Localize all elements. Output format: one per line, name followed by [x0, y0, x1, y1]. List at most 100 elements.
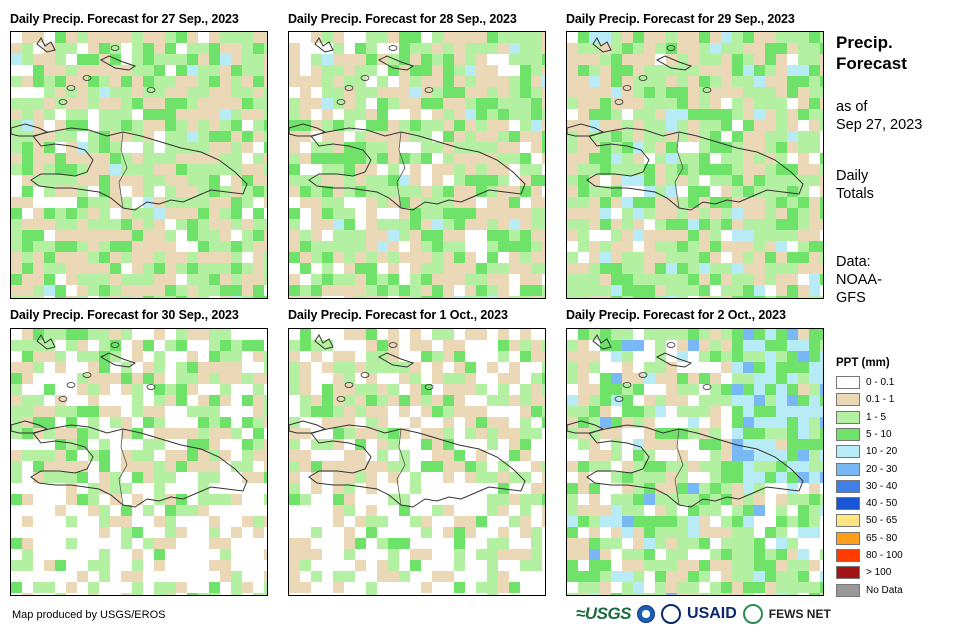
precip-cell: [264, 472, 267, 483]
precip-cell: [443, 384, 454, 395]
precip-cell: [322, 109, 333, 120]
precip-cell: [633, 384, 644, 395]
precip-cell: [231, 351, 242, 362]
precip-cell: [465, 439, 476, 450]
precip-cell: [666, 32, 677, 43]
precip-cell: [110, 32, 121, 43]
precip-cell: [589, 505, 600, 516]
islet-outline: [360, 75, 370, 81]
precip-cell: [344, 461, 355, 472]
precip-cell: [622, 593, 633, 595]
precip-cell: [165, 417, 176, 428]
legend-item: 5 - 10: [836, 427, 892, 442]
precip-cell: [776, 472, 787, 483]
precip-cell: [611, 417, 622, 428]
precip-cell: [33, 351, 44, 362]
precip-cell: [77, 131, 88, 142]
precip-cell: [110, 428, 121, 439]
precip-cell: [333, 494, 344, 505]
precip-cell: [688, 43, 699, 54]
precip-cell: [531, 142, 542, 153]
precip-cell: [77, 406, 88, 417]
precip-cell: [264, 428, 267, 439]
precip-cell: [322, 417, 333, 428]
precip-cell: [520, 384, 531, 395]
precip-cell: [366, 153, 377, 164]
precip-cell: [520, 296, 531, 298]
precip-cell: [509, 43, 520, 54]
precip-cell: [498, 406, 509, 417]
precip-cell: [399, 186, 410, 197]
precip-cell: [322, 439, 333, 450]
precip-cell: [143, 186, 154, 197]
precip-cell: [355, 461, 366, 472]
precip-cell: [578, 494, 589, 505]
precip-cell: [765, 32, 776, 43]
precip-cell: [688, 417, 699, 428]
precip-cell: [443, 87, 454, 98]
precip-cell: [55, 406, 66, 417]
precip-cell: [578, 560, 589, 571]
precip-cell: [655, 571, 666, 582]
precip-cell: [600, 571, 611, 582]
precip-cell: [454, 593, 465, 595]
precip-cell: [99, 98, 110, 109]
precip-cell: [99, 285, 110, 296]
precip-cell: [765, 395, 776, 406]
precip-cell: [622, 252, 633, 263]
precip-cell: [322, 340, 333, 351]
precip-cell: [465, 98, 476, 109]
precip-cell: [132, 142, 143, 153]
precip-cell: [487, 263, 498, 274]
precip-cell: [198, 87, 209, 98]
precip-cell: [688, 274, 699, 285]
precip-cell: [798, 516, 809, 527]
precip-cell: [66, 219, 77, 230]
precip-cell: [264, 406, 267, 417]
precip-cell: [644, 76, 655, 87]
precip-cell: [231, 186, 242, 197]
precip-cell: [798, 373, 809, 384]
precip-cell: [264, 373, 267, 384]
precip-cell: [655, 285, 666, 296]
precip-cell: [589, 252, 600, 263]
precip-cell: [209, 329, 220, 340]
precip-cell: [231, 296, 242, 298]
precip-cell: [633, 65, 644, 76]
precip-cell: [820, 76, 823, 87]
precip-cell: [809, 219, 820, 230]
precip-cell: [787, 582, 798, 593]
precip-cell: [787, 32, 798, 43]
precip-cell: [443, 582, 454, 593]
precip-cell: [220, 329, 231, 340]
precip-cell: [99, 593, 110, 595]
precip-cell: [454, 428, 465, 439]
precip-cell: [399, 428, 410, 439]
precip-cell: [99, 362, 110, 373]
precip-cell: [242, 43, 253, 54]
precip-cell: [121, 274, 132, 285]
precip-cell: [465, 241, 476, 252]
precip-cell: [355, 54, 366, 65]
precip-cell: [443, 274, 454, 285]
precip-cell: [22, 32, 33, 43]
precip-cell: [655, 65, 666, 76]
precip-cell: [209, 406, 220, 417]
precip-cell: [242, 571, 253, 582]
precip-cell: [699, 98, 710, 109]
precip-cell: [355, 296, 366, 298]
precip-cell: [743, 186, 754, 197]
precip-cell: [143, 329, 154, 340]
precip-cell: [264, 494, 267, 505]
precip-cell: [132, 241, 143, 252]
precip-cell: [666, 296, 677, 298]
precip-cell: [633, 538, 644, 549]
precip-cell: [787, 549, 798, 560]
precip-cell: [77, 538, 88, 549]
precip-cell: [154, 186, 165, 197]
precip-cell: [421, 538, 432, 549]
precip-cell: [633, 98, 644, 109]
precip-cell: [454, 527, 465, 538]
precip-cell: [99, 131, 110, 142]
precip-cell: [567, 197, 578, 208]
